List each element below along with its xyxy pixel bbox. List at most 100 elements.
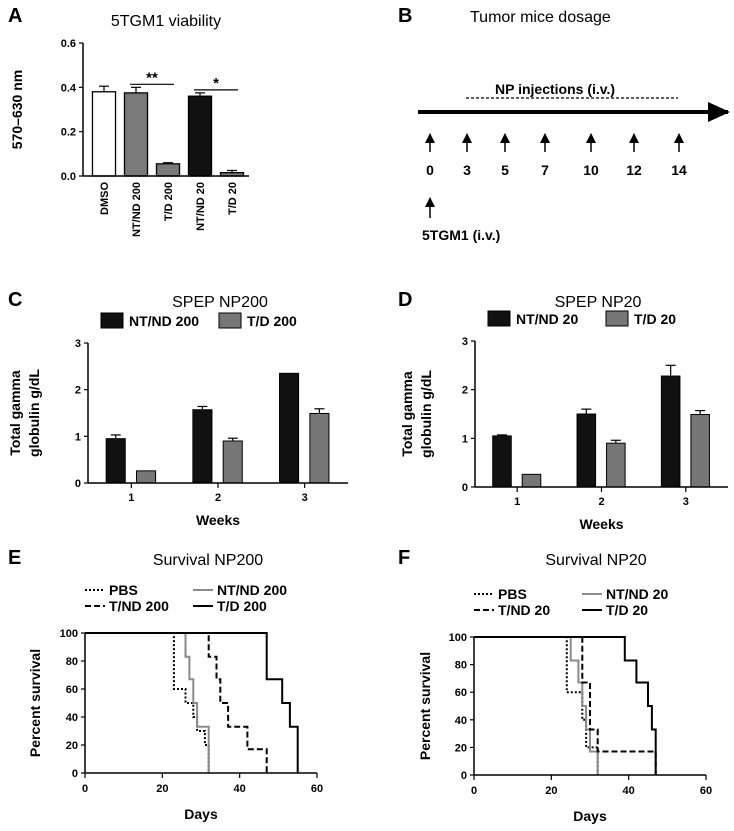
c-bar-nt-nd-200-week-1 bbox=[105, 438, 126, 484]
e-x-tick-label: 40 bbox=[234, 783, 246, 795]
c-y-tick-label: 0 bbox=[75, 478, 81, 490]
injection-arrows bbox=[425, 133, 684, 152]
f-legend-label: PBS bbox=[498, 586, 527, 602]
d-legend-label: T/D 20 bbox=[634, 311, 676, 327]
tumor-label: 5TGM1 (i.v.) bbox=[422, 227, 500, 243]
e-x-axis-label: Days bbox=[184, 806, 218, 822]
c-x-tick-label: 3 bbox=[302, 492, 308, 504]
a-chart-title: 5TGM1 viability bbox=[111, 13, 221, 30]
a-y-axis-label: 570–630 nm bbox=[9, 70, 25, 149]
e-y-axis-label: Percent survival bbox=[27, 649, 43, 757]
d-legend-swatch bbox=[605, 310, 629, 327]
day-label: 7 bbox=[541, 162, 549, 178]
e-y-tick-label: 40 bbox=[66, 712, 78, 724]
timeline-panel: Tumor mice dosage NP injections (i.v.) 0… bbox=[418, 9, 730, 243]
d-x-tick-label: 1 bbox=[514, 496, 520, 508]
d-y-axis-label: Total gamma bbox=[399, 371, 415, 457]
e-curve-t-d-200 bbox=[85, 632, 299, 773]
f-curve-pbs bbox=[474, 636, 599, 775]
a-y-tick-label: 0.0 bbox=[61, 171, 76, 183]
c-x-tick-label: 1 bbox=[128, 492, 134, 504]
day-label: 10 bbox=[583, 162, 599, 178]
c-legend-swatch bbox=[218, 312, 242, 329]
c-bar-t-d-200-week-3 bbox=[309, 412, 330, 484]
e-x-tick-label: 20 bbox=[156, 783, 168, 795]
c-x-axis-label: Weeks bbox=[196, 512, 240, 528]
a-bar-t-d-200 bbox=[155, 163, 181, 177]
e-y-tick-label: 20 bbox=[66, 740, 78, 752]
a-bar-nt-nd-200 bbox=[123, 92, 149, 177]
timeline-title: Tumor mice dosage bbox=[470, 9, 611, 26]
d-bar-t-d-20-week-2 bbox=[606, 442, 626, 488]
e-chart-title: Survival NP200 bbox=[153, 552, 263, 569]
f-x-axis-label: Days bbox=[573, 808, 607, 824]
day-label: 12 bbox=[626, 162, 642, 178]
a-bar-nt-nd-20 bbox=[187, 95, 213, 177]
e-curve-pbs bbox=[85, 632, 210, 773]
f-curve-t-nd-20 bbox=[474, 636, 657, 775]
e-x-tick-label: 60 bbox=[311, 783, 323, 795]
f-legend-label: T/ND 20 bbox=[498, 602, 550, 618]
chart-f: Survival NP20 Percent survival Days PBS NT/N… bbox=[417, 552, 712, 824]
f-curve-nt-nd-20 bbox=[474, 636, 599, 775]
a-x-tick-label: DMSO bbox=[99, 182, 111, 215]
e-y-tick-label: 80 bbox=[66, 656, 78, 668]
c-bar-t-d-200-week-2 bbox=[222, 440, 243, 484]
f-curve-t-d-20 bbox=[474, 636, 657, 775]
d-legend-swatch bbox=[487, 310, 511, 327]
d-bar-nt-nd-20-week-2 bbox=[576, 413, 597, 488]
e-y-tick-label: 0 bbox=[72, 768, 78, 780]
a-significance-label: ** bbox=[146, 69, 158, 86]
f-chart-title: Survival NP20 bbox=[545, 552, 646, 569]
f-y-tick-label: 40 bbox=[455, 715, 467, 727]
c-y-tick-label: 3 bbox=[75, 338, 81, 350]
d-x-tick-label: 2 bbox=[598, 496, 604, 508]
injection-label: NP injections (i.v.) bbox=[495, 81, 615, 97]
a-y-tick-label: 0.2 bbox=[61, 127, 76, 139]
chart-e: Survival NP200 Percent survival Days PBS NT/… bbox=[27, 552, 323, 822]
a-bar-dmso bbox=[91, 91, 117, 177]
chart-c: SPEP NP200 Total gamma globulin g/dL Weeks N… bbox=[7, 294, 348, 528]
f-y-tick-label: 20 bbox=[455, 742, 467, 754]
a-x-tick-label: T/D 200 bbox=[163, 182, 175, 221]
c-legend-label: NT/ND 200 bbox=[129, 313, 199, 329]
e-x-tick-label: 0 bbox=[82, 783, 88, 795]
e-curve-nt-nd-200 bbox=[85, 632, 210, 773]
f-y-tick-label: 60 bbox=[455, 687, 467, 699]
e-y-tick-label: 60 bbox=[66, 684, 78, 696]
e-curve-t-nd-200 bbox=[85, 632, 268, 773]
panel-label-e: E bbox=[8, 547, 21, 569]
panel-label-c: C bbox=[8, 289, 22, 311]
a-x-tick-label: T/D 20 bbox=[227, 182, 239, 215]
day-label: 0 bbox=[426, 162, 434, 178]
d-chart-title: SPEP NP20 bbox=[555, 294, 642, 311]
d-bar-nt-nd-20-week-3 bbox=[660, 375, 681, 488]
d-x-tick-label: 3 bbox=[683, 496, 689, 508]
d-y-tick-label: 3 bbox=[462, 336, 468, 348]
d-bar-nt-nd-20-week-1 bbox=[492, 435, 512, 488]
d-bar-t-d-20-week-3 bbox=[690, 413, 710, 488]
d-y-tick-label: 0 bbox=[462, 482, 468, 494]
d-legend-label: NT/ND 20 bbox=[516, 311, 578, 327]
f-x-tick-label: 40 bbox=[623, 785, 635, 797]
c-bar-nt-nd-200-week-2 bbox=[192, 409, 213, 484]
f-x-tick-label: 20 bbox=[545, 785, 557, 797]
c-x-tick-label: 2 bbox=[215, 492, 221, 504]
d-y-tick-label: 2 bbox=[462, 385, 468, 397]
e-legend-label: T/D 200 bbox=[217, 598, 267, 614]
c-y-tick-label: 2 bbox=[75, 385, 81, 397]
a-x-tick-label: NT/ND 200 bbox=[131, 182, 143, 237]
f-legend-label: NT/ND 20 bbox=[606, 586, 668, 602]
f-x-tick-label: 60 bbox=[700, 785, 712, 797]
f-y-tick-label: 80 bbox=[455, 660, 467, 672]
d-y-tick-label: 1 bbox=[462, 433, 468, 445]
c-chart-title: SPEP NP200 bbox=[172, 294, 268, 311]
e-y-tick-label: 100 bbox=[60, 628, 78, 640]
panel-label-a: A bbox=[8, 5, 22, 27]
a-y-tick-label: 0.4 bbox=[61, 82, 77, 94]
panel-label-d: D bbox=[398, 289, 412, 311]
a-y-tick-label: 0.6 bbox=[61, 38, 76, 50]
day-label: 3 bbox=[463, 162, 471, 178]
